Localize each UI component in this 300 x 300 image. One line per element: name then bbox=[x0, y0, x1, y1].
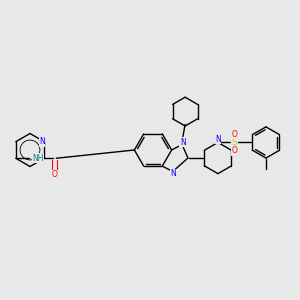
Text: O: O bbox=[52, 170, 58, 179]
Text: N: N bbox=[170, 169, 176, 178]
Text: N: N bbox=[39, 137, 45, 146]
Text: O: O bbox=[232, 146, 237, 155]
Text: O: O bbox=[232, 130, 237, 139]
Text: NH: NH bbox=[32, 154, 44, 163]
Text: N: N bbox=[215, 135, 221, 144]
Text: N: N bbox=[180, 138, 186, 147]
Text: S: S bbox=[232, 138, 237, 147]
